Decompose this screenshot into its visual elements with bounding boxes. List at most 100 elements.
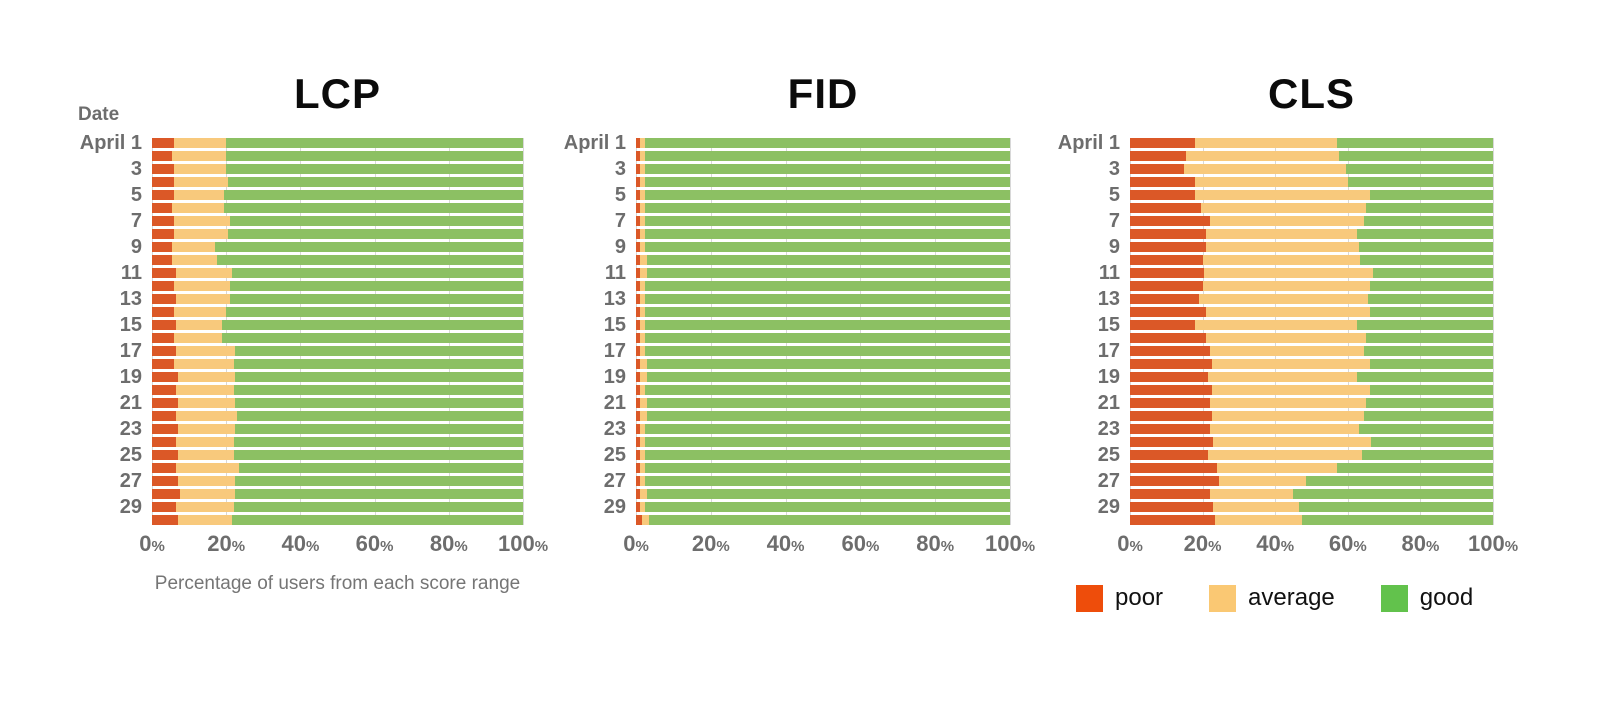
gridline: [1347, 138, 1349, 525]
bar-segment-average: [1215, 515, 1303, 525]
bar-segment-average: [639, 151, 646, 161]
bar-row: [66, 411, 523, 421]
x-tick: 40%: [766, 531, 805, 556]
x-axis-label: Percentage of users from each score rang…: [154, 573, 521, 594]
bar-segment-poor: [1130, 216, 1210, 226]
row-label: 25: [1097, 444, 1120, 466]
bar-row: 9: [66, 237, 523, 257]
gridline: [935, 138, 937, 525]
stacked-bar: [1130, 164, 1493, 174]
bar-row: [1040, 177, 1493, 187]
bar-segment-poor: [152, 307, 175, 317]
bar-segment-good: [1367, 294, 1493, 304]
legend-swatch-average: [1209, 584, 1237, 612]
bar-segment-average: [1209, 216, 1365, 226]
gridlines: [636, 138, 1011, 525]
percent-sign: %: [1280, 538, 1295, 555]
bar-segment-poor: [1130, 489, 1210, 499]
bar-segment-average: [1213, 437, 1372, 447]
bar-segment-good: [647, 359, 1010, 369]
bar-row: [550, 203, 1010, 213]
bar-segment-good: [233, 385, 523, 395]
bar-segment-poor: [636, 424, 640, 434]
percent-sign: %: [231, 538, 246, 555]
stacked-bar: [636, 307, 1010, 317]
stacked-bar: [152, 138, 523, 148]
bar-segment-average: [1206, 333, 1366, 343]
bar-segment-poor: [1130, 242, 1207, 252]
bar-segment-average: [639, 437, 646, 447]
stacked-bar: [636, 463, 1010, 473]
bar-segment-good: [645, 281, 1010, 291]
gridline: [1010, 138, 1011, 525]
bar-row: [66, 203, 523, 213]
percent-sign: %: [1504, 538, 1519, 555]
plot-area-fid: April 1 3 5 7 9 11 13 15 17 19 21 23 25 27 29: [550, 133, 1011, 525]
bar-segment-poor: [152, 164, 175, 174]
bar-segment-poor: [1130, 203, 1201, 213]
bar-segment-good: [645, 294, 1010, 304]
row-label: 3: [130, 158, 142, 180]
bar-segment-poor: [152, 450, 178, 460]
bar-segment-poor: [1130, 385, 1212, 395]
bar-segment-poor: [1130, 164, 1185, 174]
bar-segment-poor: [636, 190, 640, 200]
bar-segment-average: [1202, 281, 1370, 291]
bar-row: 19: [66, 367, 523, 387]
bar-segment-average: [639, 450, 646, 460]
bar-segment-good: [1338, 151, 1493, 161]
bar-segment-good: [1365, 203, 1493, 213]
bar-row: 7: [1040, 211, 1493, 231]
bar-segment-average: [639, 346, 646, 356]
bar-row: [66, 281, 523, 291]
chart-title-fid: FID: [787, 70, 859, 117]
bar-segment-poor: [152, 489, 180, 499]
bar-row: [550, 229, 1010, 239]
chart-fid: FID April 1 3 5 7 9 11 13 15 17 19 21 23 25 27 29 0% 20…: [550, 70, 1035, 561]
bar-segment-good: [645, 476, 1010, 486]
bar-segment-average: [639, 177, 646, 187]
bar-segment-poor: [152, 138, 175, 148]
bar-segment-average: [1209, 398, 1366, 408]
bar-segment-good: [1302, 515, 1493, 525]
bar-segment-poor: [152, 437, 177, 447]
stacked-bar: [1130, 502, 1493, 512]
chart-title-lcp: LCP: [294, 70, 381, 117]
percent-sign: %: [1021, 538, 1036, 555]
stacked-bar: [152, 320, 523, 330]
bar-row: 21: [1040, 393, 1493, 413]
stacked-bar: [152, 450, 523, 460]
gridline: [1202, 138, 1204, 525]
stacked-bar: [636, 255, 1010, 265]
bar-segment-good: [645, 164, 1010, 174]
bar-segment-poor: [1130, 437, 1214, 447]
row-label: 11: [1098, 262, 1120, 284]
bar-segment-poor: [636, 242, 640, 252]
bar-segment-good: [1345, 164, 1493, 174]
row-label: 5: [1108, 184, 1120, 206]
stacked-bar: [1130, 216, 1493, 226]
bar-segment-poor: [636, 463, 640, 473]
gridline: [785, 138, 787, 525]
bar-segment-poor: [1130, 281, 1203, 291]
bar-segment-poor: [1130, 515, 1216, 525]
bar-segment-good: [1369, 281, 1493, 291]
bar-segment-good: [235, 398, 523, 408]
bar-row: 7: [66, 210, 523, 232]
row-label: 7: [130, 210, 142, 232]
gridline: [523, 138, 524, 525]
percent-sign: %: [865, 538, 880, 555]
bar-row: [66, 177, 523, 187]
bar-segment-average: [176, 268, 232, 278]
bar-row: 15: [1040, 315, 1493, 335]
bar-segment-good: [226, 151, 523, 161]
bar-row: 13: [1040, 289, 1493, 309]
bar-segment-poor: [636, 307, 640, 317]
bar-segment-average: [174, 307, 227, 317]
bar-segment-average: [176, 346, 236, 356]
bar-row: [66, 255, 523, 265]
bar-segment-average: [176, 411, 238, 421]
bar-segment-poor: [152, 320, 177, 330]
bar-row: [550, 151, 1010, 161]
stacked-bar: [636, 190, 1010, 200]
